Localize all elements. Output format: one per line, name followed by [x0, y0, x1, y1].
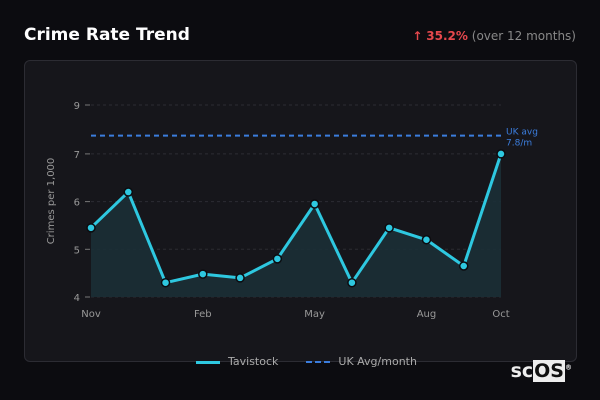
change-period: (over 12 months): [471, 29, 576, 43]
x-tick-label: Nov: [81, 309, 101, 320]
uk-avg-value: 7.8/m: [506, 139, 532, 149]
y-tick-label: 9: [74, 101, 80, 112]
y-tick-label: 5: [74, 245, 80, 256]
data-point: [496, 149, 506, 159]
legend-label: UK Avg/month: [338, 355, 417, 368]
y-tick-label: 4: [74, 293, 80, 304]
change-value: 35.2%: [426, 29, 468, 43]
data-point: [198, 269, 208, 279]
data-point: [86, 223, 96, 233]
x-tick-label: Oct: [492, 309, 509, 320]
y-tick-label: 7: [74, 150, 80, 161]
up-arrow-icon: ↑: [412, 29, 423, 43]
y-axis-label: Crimes per 1,000: [46, 158, 57, 245]
data-point: [309, 199, 320, 209]
data-point: [421, 235, 432, 245]
legend-item-tavistock[interactable]: Tavistock: [196, 355, 278, 368]
x-tick-label: May: [304, 309, 325, 320]
data-point: [123, 187, 134, 197]
legend-item-uk-avg[interactable]: UK Avg/month: [306, 355, 417, 368]
legend-label: Tavistock: [228, 355, 279, 368]
area-fill: [91, 153, 501, 297]
data-point: [384, 223, 394, 233]
change-stat: ↑ 35.2% (over 12 months): [412, 29, 576, 43]
data-point: [160, 277, 171, 288]
scos-logo: scOS®: [510, 360, 572, 382]
uk-avg-label: UK avg: [506, 128, 538, 138]
chart-title: Crime Rate Trend: [24, 25, 190, 45]
legend: Tavistock UK Avg/month: [196, 355, 417, 368]
y-tick-label: 6: [74, 198, 80, 209]
series-line-tavistock: [89, 153, 503, 285]
data-point: [458, 261, 469, 271]
x-tick-label: Aug: [417, 309, 437, 320]
data-point: [235, 273, 245, 283]
data-point: [272, 254, 283, 264]
data-point: [347, 277, 357, 288]
x-tick-label: Feb: [194, 309, 212, 320]
